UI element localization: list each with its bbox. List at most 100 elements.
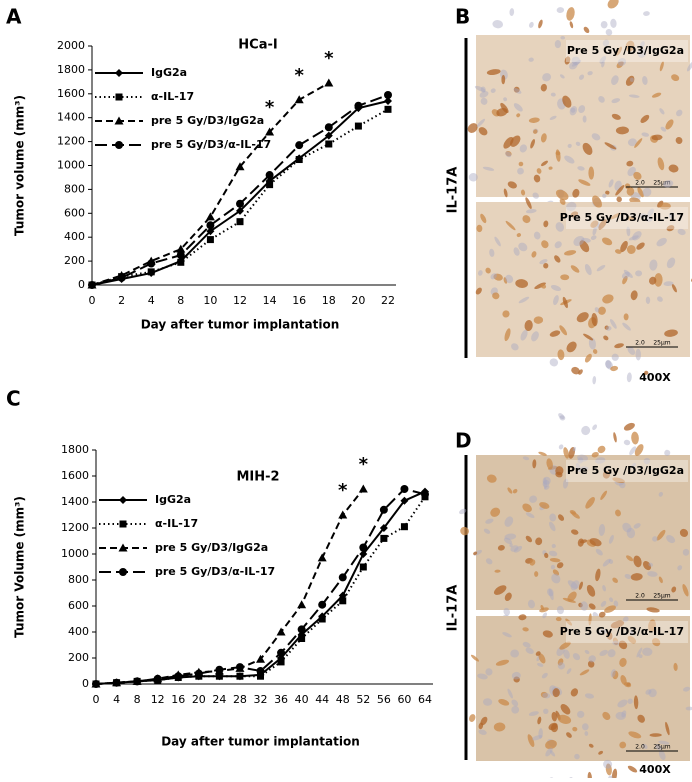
nucleus bbox=[569, 61, 578, 70]
nucleus bbox=[492, 20, 504, 29]
nucleus bbox=[570, 580, 580, 591]
stain bbox=[656, 529, 666, 541]
nucleus bbox=[649, 259, 658, 271]
nucleus bbox=[480, 97, 488, 105]
stain bbox=[486, 69, 501, 76]
magnification: 400X bbox=[639, 763, 671, 776]
stain bbox=[538, 19, 543, 29]
x-tick-label: 14 bbox=[263, 294, 277, 307]
legend-marker bbox=[118, 543, 128, 552]
stain bbox=[571, 511, 580, 519]
y-tick-label: 0 bbox=[82, 677, 89, 690]
stain bbox=[524, 320, 533, 332]
stain bbox=[504, 592, 512, 602]
stain bbox=[611, 113, 621, 120]
nucleus bbox=[513, 545, 523, 553]
stain bbox=[542, 630, 553, 638]
marker bbox=[324, 78, 334, 87]
marker bbox=[257, 672, 264, 680]
stain bbox=[522, 503, 532, 513]
stain bbox=[583, 333, 594, 341]
magnification: 400X bbox=[639, 371, 671, 384]
x-axis-label: Day after tumor implantation bbox=[141, 318, 340, 332]
nucleus bbox=[591, 133, 601, 141]
stain bbox=[533, 129, 538, 134]
stain bbox=[588, 603, 596, 610]
nucleus bbox=[642, 743, 648, 749]
nucleus bbox=[503, 537, 512, 544]
y-tick-label: 600 bbox=[64, 206, 85, 219]
nucleus bbox=[623, 439, 631, 446]
nucleus bbox=[575, 141, 581, 146]
stain bbox=[503, 136, 514, 149]
nucleus bbox=[483, 528, 491, 534]
y-tick-label: 2000 bbox=[57, 39, 85, 52]
x-tick-label: 20 bbox=[192, 693, 206, 706]
marker bbox=[266, 181, 274, 189]
marker bbox=[236, 218, 244, 226]
stain bbox=[620, 675, 627, 686]
nucleus bbox=[629, 77, 634, 82]
stain bbox=[493, 273, 503, 281]
stain bbox=[633, 695, 639, 710]
marker bbox=[133, 677, 142, 686]
nucleus bbox=[658, 750, 666, 761]
stain bbox=[535, 537, 543, 546]
nucleus bbox=[574, 753, 580, 760]
nucleus bbox=[542, 479, 550, 488]
stain bbox=[598, 306, 606, 315]
stain bbox=[518, 614, 527, 621]
stain bbox=[545, 739, 557, 750]
stain bbox=[555, 189, 569, 201]
nucleus bbox=[603, 759, 613, 769]
nucleus bbox=[550, 564, 556, 570]
stain bbox=[671, 284, 677, 293]
nucleus bbox=[584, 731, 589, 736]
stain bbox=[522, 627, 529, 632]
stain bbox=[602, 470, 611, 479]
stain bbox=[626, 555, 634, 562]
nucleus bbox=[626, 372, 632, 383]
stain bbox=[626, 187, 635, 196]
nucleus bbox=[572, 653, 581, 661]
marker bbox=[324, 131, 333, 140]
nucleus bbox=[566, 668, 572, 675]
x-tick-label: 4 bbox=[113, 693, 120, 706]
stain bbox=[644, 370, 649, 375]
nucleus bbox=[656, 237, 667, 247]
stain bbox=[626, 244, 636, 254]
nucleus bbox=[511, 343, 519, 351]
stain bbox=[527, 734, 535, 747]
panel-label: C bbox=[6, 387, 21, 411]
nucleus bbox=[541, 672, 548, 679]
stain bbox=[570, 211, 579, 218]
stain bbox=[591, 451, 599, 458]
stain bbox=[559, 198, 566, 205]
nucleus bbox=[647, 208, 654, 217]
nucleus bbox=[571, 56, 581, 65]
stain bbox=[602, 294, 614, 304]
stain bbox=[559, 641, 571, 650]
nucleus bbox=[608, 534, 614, 544]
nucleus bbox=[566, 201, 577, 211]
legend-marker bbox=[119, 496, 127, 504]
nucleus bbox=[478, 729, 487, 735]
nucleus bbox=[518, 296, 530, 304]
marker bbox=[359, 543, 368, 552]
stain bbox=[615, 126, 629, 135]
nucleus bbox=[685, 706, 692, 711]
scale-label: 25μm bbox=[653, 744, 670, 751]
y-tick-label: 1600 bbox=[57, 87, 85, 100]
nucleus bbox=[588, 337, 596, 350]
stain bbox=[498, 699, 510, 706]
nucleus bbox=[562, 478, 569, 489]
image-caption: Pre 5 Gy /D3/α-IL-17 bbox=[560, 625, 684, 638]
nucleus bbox=[666, 535, 676, 544]
nucleus bbox=[476, 118, 486, 128]
nucleus bbox=[609, 318, 617, 329]
nucleus bbox=[542, 692, 551, 699]
stain bbox=[654, 273, 663, 287]
marker bbox=[176, 251, 185, 260]
stain bbox=[540, 604, 544, 611]
y-tick-label: 200 bbox=[64, 254, 85, 267]
